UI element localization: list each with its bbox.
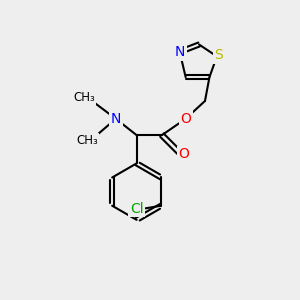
Text: O: O	[179, 148, 190, 161]
Text: S: S	[214, 49, 223, 62]
Text: CH₃: CH₃	[74, 91, 95, 104]
Text: O: O	[180, 112, 191, 126]
Text: N: N	[175, 45, 185, 59]
Text: Cl: Cl	[130, 202, 143, 216]
Text: N: N	[111, 112, 121, 126]
Text: CH₃: CH₃	[77, 134, 98, 147]
